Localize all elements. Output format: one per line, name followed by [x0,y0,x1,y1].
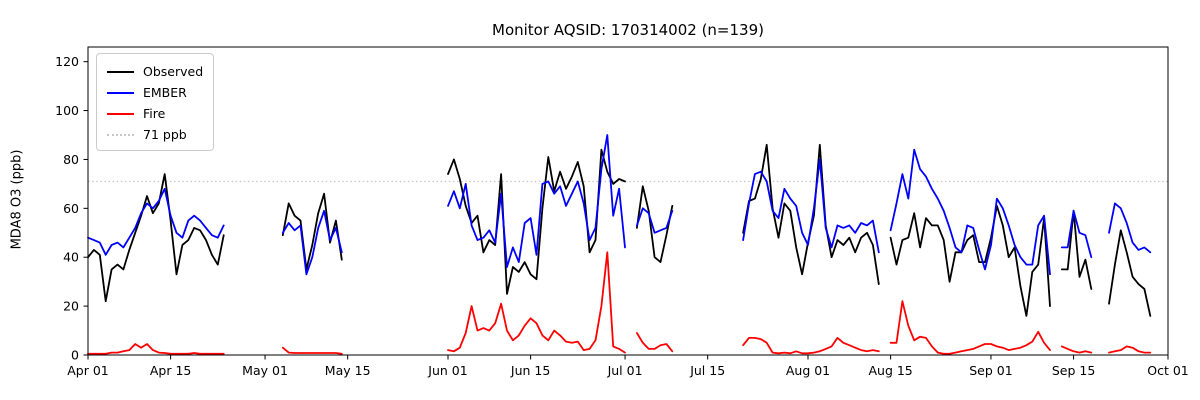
x-tick-label: May 15 [325,363,371,378]
x-tick-label: Sep 15 [1052,363,1095,378]
legend-item-fire: Fire [107,103,203,124]
series-line-ember [281,209,343,276]
series-line-observed [889,204,1051,317]
series-line-ember [889,148,1051,276]
legend-item-71-ppb: 71 ppb [107,124,203,145]
legend-item-ember: EMBER [107,82,203,103]
legend-item-observed: Observed [107,61,203,82]
y-tick-label: 80 [63,152,79,167]
series-line-observed [87,173,225,303]
legend-line-sample [107,112,134,115]
series-line-observed [1108,229,1152,317]
series-line-fire [1108,345,1152,354]
x-tick-label: Sep 01 [969,363,1012,378]
y-tick-label: 100 [55,103,79,118]
plot-border [87,46,1169,356]
x-tick-label: Apr 01 [67,363,109,378]
y-tick-label: 120 [55,54,79,69]
legend: Observed EMBER Fire 71 ppb [96,53,215,151]
series-line-ember [742,158,880,254]
series-line-fire [742,336,880,355]
series-line-observed [636,185,674,264]
series-line-fire [87,343,225,355]
x-tick-label: Jun 15 [510,363,550,378]
x-tick-label: Jun 01 [427,363,467,378]
x-tick-label: Jul 01 [607,363,643,378]
series-line-fire [889,300,1051,355]
legend-label: Observed [143,64,204,79]
legend-label: Fire [143,106,166,121]
y-tick-label: 0 [71,348,79,363]
series-line-fire [636,332,674,353]
legend-label: EMBER [143,85,187,100]
legend-line-sample [107,133,134,136]
y-tick-label: 20 [63,299,79,314]
y-tick-label: 60 [63,201,79,216]
legend-line-sample [107,70,134,73]
series-line-observed [742,143,880,286]
series-line-ember [87,187,225,256]
series-line-ember [1060,209,1093,259]
x-tick-label: Oct 01 [1147,363,1189,378]
series-line-fire [281,346,343,355]
series-line-ember [636,207,674,234]
chart-title: Monitor AQSID: 170314002 (n=139) [492,21,764,39]
series-line-ember [447,134,626,268]
legend-label: 71 ppb [143,127,187,142]
series-line-observed [1060,209,1093,290]
series-line-fire [447,251,626,354]
series-line-fire [1060,345,1093,354]
legend-line-sample [107,91,134,94]
series-line-ember [1108,202,1152,254]
x-tick-label: Apr 15 [150,363,192,378]
x-tick-label: May 01 [242,363,288,378]
x-tick-label: Aug 15 [868,363,912,378]
series-line-observed [447,148,626,295]
x-tick-label: Aug 01 [786,363,830,378]
y-tick-label: 40 [63,250,79,265]
x-tick-label: Jul 15 [689,363,725,378]
y-axis-label: MDA8 O3 (ppb) [9,149,25,250]
